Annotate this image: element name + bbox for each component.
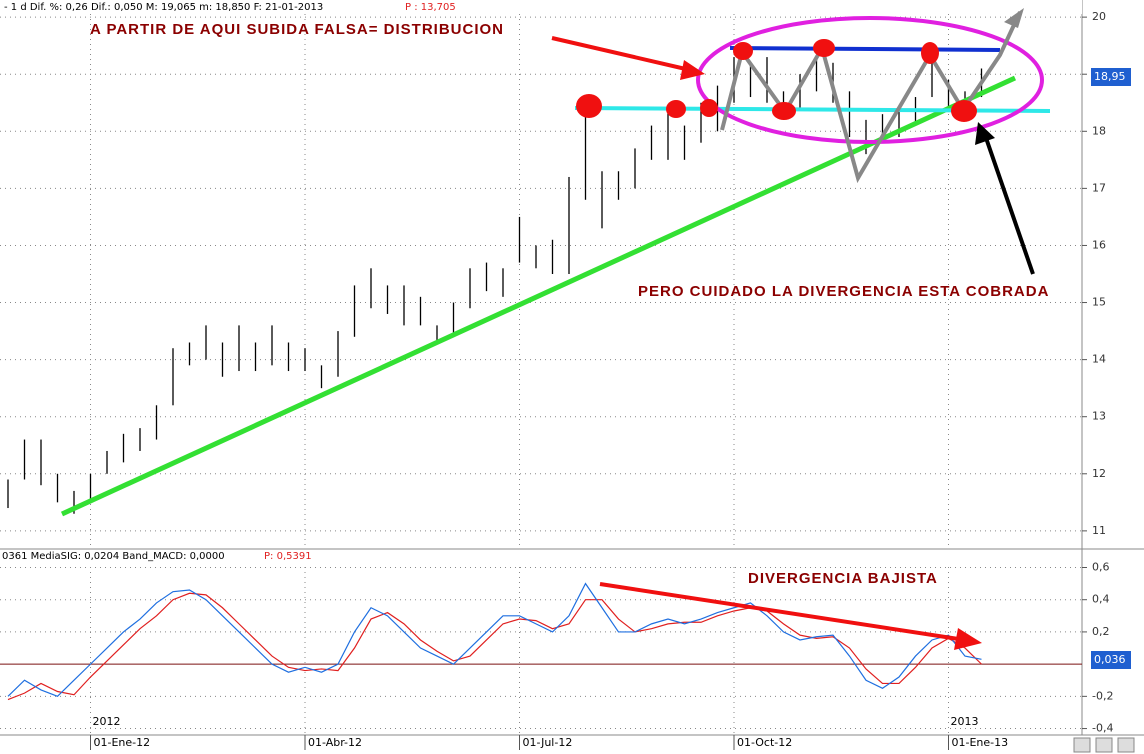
pattern-path xyxy=(720,11,1022,184)
y-tick-label: 13 xyxy=(1092,410,1106,423)
arrow-head xyxy=(1004,8,1024,28)
macd-header-extra: P: 0,5391 xyxy=(264,551,312,562)
arrow-head xyxy=(954,628,982,650)
y-tick-label: 12 xyxy=(1092,467,1106,480)
y-tick-label: 17 xyxy=(1092,181,1106,194)
toolbar-button[interactable] xyxy=(1073,737,1091,753)
toolbar-button[interactable] xyxy=(1117,737,1135,753)
last-value-badge xyxy=(1091,68,1131,86)
year-label: 2012 xyxy=(93,715,121,728)
annotations: A PARTIR DE AQUI SUBIDA FALSA= DISTRIBUC… xyxy=(60,8,1051,650)
annotation: PERO CUIDADO LA DIVERGENCIA ESTA COBRADA xyxy=(638,283,1049,300)
y-tick-label: 18 xyxy=(1092,124,1106,137)
black-arrow xyxy=(983,134,1035,275)
distribution-ellipse xyxy=(696,16,1044,144)
y-tick-label: 11 xyxy=(1092,524,1106,537)
y-tick-label: 16 xyxy=(1092,238,1106,251)
price-header: - 1 d Dif. %: 0,26 Dif.: 0,050 M: 19,065… xyxy=(4,2,323,13)
x-tick-label: 01-Ene-12 xyxy=(94,736,151,749)
y-tick-label: 0,4 xyxy=(1092,593,1110,606)
y-tick-label: 14 xyxy=(1092,353,1106,366)
trend-line xyxy=(60,75,1017,517)
arrow-head xyxy=(680,60,705,80)
divergence-arrow xyxy=(599,582,966,642)
y-tick-label: 0,6 xyxy=(1092,560,1110,573)
x-tick-label: 01-Oct-12 xyxy=(737,736,792,749)
macd-line xyxy=(7,582,982,698)
last-value-badge xyxy=(1091,651,1131,669)
red-arrow xyxy=(551,36,691,72)
arrow-head xyxy=(975,122,995,145)
year-label: 2013 xyxy=(951,715,979,728)
y-tick-label: 0,2 xyxy=(1092,625,1110,638)
annotation: A PARTIR DE AQUI SUBIDA FALSA= DISTRIBUC… xyxy=(90,21,504,38)
pivot-dots xyxy=(576,39,977,122)
x-tick-label: 01-Abr-12 xyxy=(308,736,362,749)
x-tick-label: 01-Ene-13 xyxy=(952,736,1009,749)
annotation: DIVERGENCIA BAJISTA xyxy=(748,570,938,587)
x-tick-label: 01-Jul-12 xyxy=(523,736,573,749)
last-value: 0,036 xyxy=(1094,653,1126,666)
y-tick-label: 15 xyxy=(1092,296,1106,309)
y-tick-label: -0,4 xyxy=(1092,722,1113,735)
resistance-line xyxy=(729,46,1001,52)
toolbar-button[interactable] xyxy=(1095,737,1113,753)
last-value: 18,95 xyxy=(1094,70,1126,83)
header-bar xyxy=(0,0,1082,14)
macd-line xyxy=(7,592,982,701)
y-tick-label: 20 xyxy=(1092,10,1106,23)
y-tick-label: -0,2 xyxy=(1092,689,1113,702)
price-header-extra: P : 13,705 xyxy=(405,2,456,13)
macd-header: 0361 MediaSIG: 0,0204 Band_MACD: 0,0000 xyxy=(2,551,225,562)
